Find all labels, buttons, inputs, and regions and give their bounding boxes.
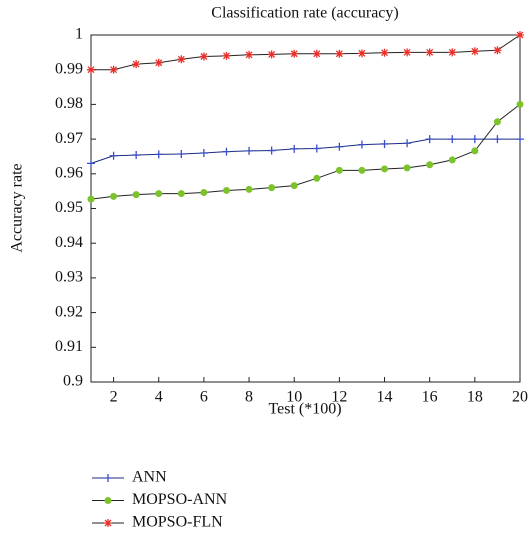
data-point bbox=[177, 150, 186, 159]
chart-title: Classification rate (accuracy) bbox=[211, 5, 398, 22]
y-tick-label: 0.9 bbox=[63, 373, 83, 390]
data-point bbox=[403, 164, 411, 172]
data-point bbox=[222, 147, 231, 156]
x-tick-label: 20 bbox=[512, 389, 528, 406]
data-point bbox=[403, 139, 412, 148]
data-point bbox=[199, 148, 208, 157]
x-tick-label: 4 bbox=[155, 389, 163, 406]
data-point bbox=[132, 60, 141, 69]
data-point bbox=[448, 48, 457, 57]
y-tick-label: 0.99 bbox=[55, 60, 83, 77]
data-point bbox=[87, 65, 95, 74]
y-tick-label: 0.92 bbox=[55, 303, 83, 320]
data-point bbox=[267, 146, 276, 155]
y-tick-label: 0.95 bbox=[55, 199, 83, 216]
legend-label: MOPSO-FLN bbox=[132, 514, 223, 531]
data-point bbox=[335, 166, 343, 174]
data-point bbox=[268, 184, 276, 192]
data-point bbox=[87, 195, 95, 203]
data-point bbox=[290, 144, 299, 153]
legend-label: ANN bbox=[132, 469, 167, 486]
data-point bbox=[290, 49, 299, 58]
data-point bbox=[245, 185, 253, 193]
y-tick-label: 1 bbox=[75, 26, 83, 43]
legend-label: MOPSO-ANN bbox=[132, 491, 228, 508]
data-point bbox=[516, 31, 524, 39]
legend-marker bbox=[104, 497, 112, 504]
x-tick-label: 6 bbox=[200, 389, 208, 406]
data-point bbox=[222, 51, 231, 60]
data-point bbox=[470, 135, 479, 144]
data-point bbox=[448, 156, 456, 164]
data-point bbox=[335, 142, 344, 151]
data-point bbox=[109, 151, 118, 160]
y-axis-label: Accuracy rate bbox=[9, 163, 26, 252]
data-point bbox=[245, 146, 254, 155]
data-point bbox=[200, 189, 208, 197]
data-point bbox=[425, 135, 434, 144]
data-point bbox=[380, 139, 389, 148]
data-point bbox=[425, 48, 434, 57]
legend-marker bbox=[104, 519, 112, 527]
data-point bbox=[516, 100, 524, 108]
data-point bbox=[357, 140, 366, 149]
data-point bbox=[154, 58, 163, 67]
data-point bbox=[109, 65, 118, 74]
x-tick-label: 10 bbox=[286, 389, 302, 406]
y-tick-label: 0.91 bbox=[55, 338, 83, 355]
x-tick-label: 16 bbox=[422, 389, 438, 406]
data-point bbox=[381, 165, 389, 173]
y-tick-label: 0.98 bbox=[55, 95, 83, 112]
data-point bbox=[426, 161, 434, 169]
y-tick-label: 0.96 bbox=[55, 164, 83, 181]
y-tick-label: 0.97 bbox=[55, 130, 83, 147]
data-point bbox=[471, 147, 479, 155]
data-point bbox=[470, 47, 479, 56]
data-point bbox=[335, 49, 344, 58]
plot-frame bbox=[90, 34, 521, 383]
x-tick-label: 8 bbox=[245, 389, 253, 406]
data-point bbox=[132, 191, 140, 199]
data-point bbox=[312, 49, 321, 58]
data-point bbox=[290, 182, 298, 190]
y-tick-label: 0.94 bbox=[55, 234, 83, 251]
data-point bbox=[380, 48, 389, 57]
legend-marker bbox=[104, 474, 112, 482]
data-point bbox=[177, 190, 185, 198]
data-point bbox=[358, 166, 366, 174]
data-point bbox=[403, 48, 412, 57]
data-point bbox=[493, 46, 502, 55]
data-point bbox=[493, 118, 501, 126]
data-point bbox=[357, 49, 366, 58]
data-point bbox=[245, 50, 254, 59]
series-line bbox=[90, 104, 521, 200]
data-point bbox=[516, 135, 524, 144]
data-point bbox=[110, 192, 118, 200]
data-point bbox=[313, 174, 321, 182]
data-point bbox=[267, 50, 276, 59]
data-point bbox=[199, 52, 208, 61]
x-tick-label: 14 bbox=[377, 389, 393, 406]
data-point bbox=[155, 190, 163, 198]
y-tick-label: 0.93 bbox=[55, 269, 83, 286]
data-point bbox=[493, 135, 502, 144]
data-point bbox=[312, 144, 321, 153]
data-point bbox=[87, 159, 95, 168]
data-point bbox=[448, 135, 457, 144]
data-point bbox=[132, 151, 141, 160]
data-point bbox=[177, 55, 186, 64]
x-tick-label: 2 bbox=[110, 389, 118, 406]
data-point bbox=[154, 150, 163, 159]
x-tick-label: 12 bbox=[331, 389, 347, 406]
data-point bbox=[222, 186, 230, 194]
x-axis-label: Test (*100) bbox=[268, 401, 341, 418]
x-tick-label: 18 bbox=[467, 389, 483, 406]
